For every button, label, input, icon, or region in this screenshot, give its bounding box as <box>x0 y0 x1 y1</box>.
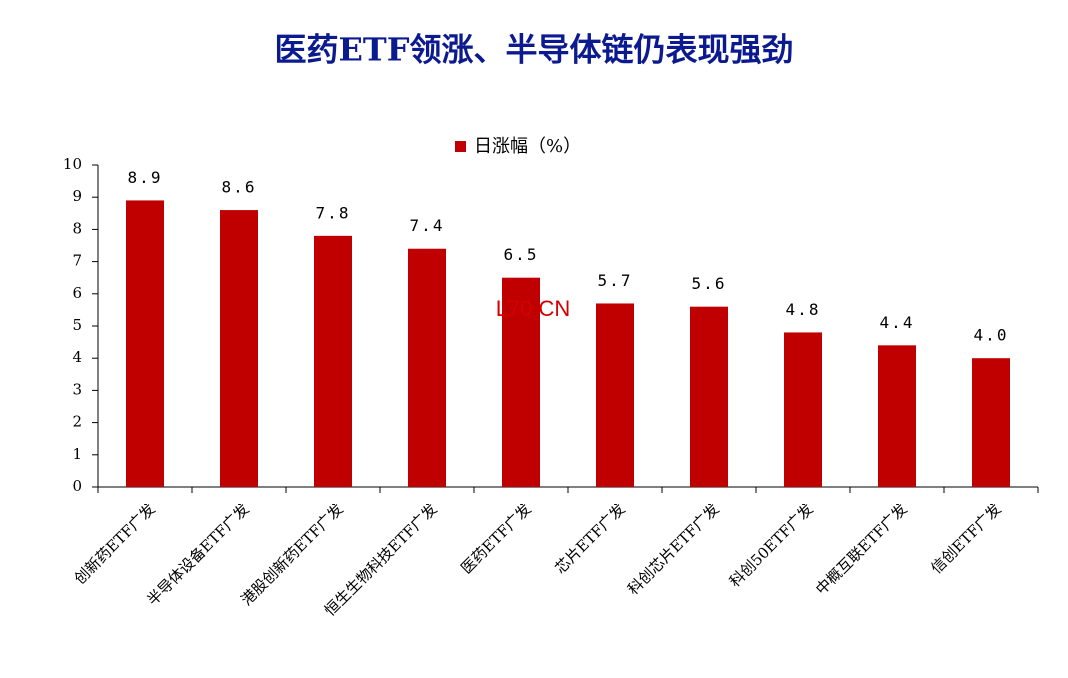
x-tick-label: 医药ETF广发 <box>457 500 534 577</box>
bar <box>314 235 352 487</box>
y-tick-label: 3 <box>72 380 82 398</box>
legend-swatch <box>455 141 466 152</box>
x-tick-label: 信创ETF广发 <box>927 500 1004 577</box>
x-tick-label: 创新药ETF广发 <box>71 500 159 588</box>
bar <box>972 358 1010 487</box>
x-tick-label: 科创芯片ETF广发 <box>624 500 723 599</box>
y-tick-label: 4 <box>72 348 82 366</box>
x-tick-label: 半导体设备ETF广发 <box>143 500 252 609</box>
chart-title: 医药ETF领涨、半导体链仍表现强劲 <box>275 31 794 69</box>
y-tick-label: 2 <box>72 413 82 431</box>
value-label: 5.6 <box>692 274 727 293</box>
legend-label: 日涨幅（%） <box>474 136 581 157</box>
y-tick-label: 0 <box>72 477 82 495</box>
bar <box>878 345 916 487</box>
x-tick-label: 港股创新药ETF广发 <box>237 500 346 609</box>
value-label: 5.7 <box>598 271 633 290</box>
y-tick-label: 9 <box>72 187 82 205</box>
bar <box>220 210 258 487</box>
value-label: 7.8 <box>316 203 351 222</box>
value-label: 4.4 <box>880 313 915 332</box>
value-label: 6.5 <box>504 245 539 264</box>
bar <box>502 277 540 487</box>
x-tick-label: 科创50ETF广发 <box>726 500 817 591</box>
bar <box>596 303 634 487</box>
y-tick-label: 6 <box>72 284 82 302</box>
bar <box>784 332 822 487</box>
bar <box>690 306 728 487</box>
x-tick-label: 中概互联ETF广发 <box>812 500 911 599</box>
value-label: 4.0 <box>974 326 1009 345</box>
y-tick-label: 5 <box>72 316 82 334</box>
y-tick-label: 8 <box>72 219 82 237</box>
bar <box>408 248 446 487</box>
value-label: 8.6 <box>222 178 257 197</box>
watermark: L70 CN <box>496 296 571 321</box>
bar <box>126 200 164 488</box>
value-label: 8.9 <box>128 168 163 187</box>
y-tick-label: 10 <box>63 155 82 173</box>
x-tick-label: 芯片ETF广发 <box>551 500 628 577</box>
value-label: 4.8 <box>786 300 821 319</box>
y-tick-label: 1 <box>72 445 82 463</box>
y-tick-label: 7 <box>72 252 82 270</box>
value-label: 7.4 <box>410 216 445 235</box>
